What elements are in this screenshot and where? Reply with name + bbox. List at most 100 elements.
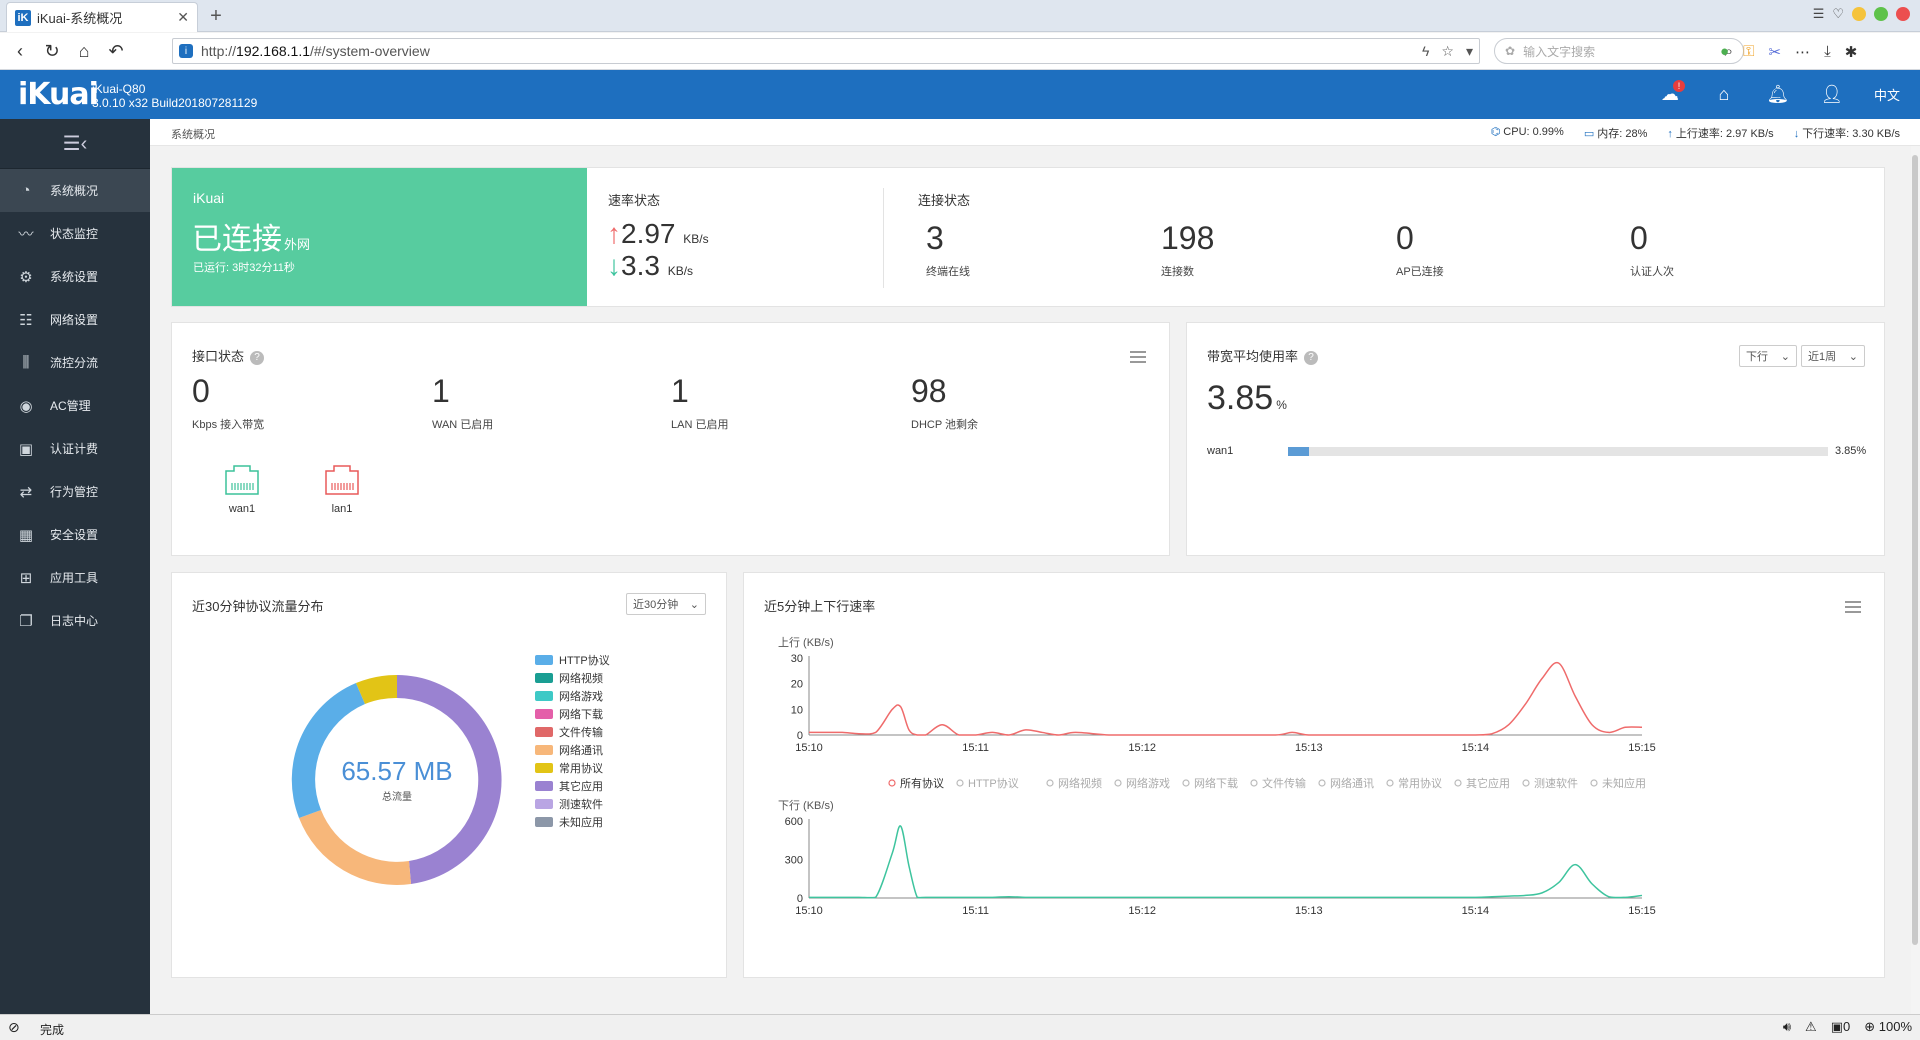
- search-box[interactable]: ✿ 输入文字搜索 ⌕: [1494, 38, 1744, 64]
- sidebar-item-tools[interactable]: ⊞ 应用工具: [0, 556, 150, 599]
- arrow-down-icon: ↓: [607, 250, 621, 281]
- scissors-icon[interactable]: ✂: [1768, 43, 1782, 61]
- total-traffic-label: 总流量: [382, 790, 412, 803]
- legend-swatch: [535, 763, 553, 773]
- download-axis-label: 下行 (KB/s): [778, 799, 834, 812]
- status-overview-card: iKuai 已连接 外网 已运行: 3时32分11秒 速率状态 ↑2.97 KB/…: [171, 167, 1885, 307]
- close-window-button[interactable]: [1896, 7, 1910, 21]
- user-icon[interactable]: 👤︎: [1820, 84, 1844, 104]
- lan-value: 1: [671, 373, 689, 409]
- range-value: 近1周: [1808, 351, 1837, 363]
- window-controls: ☰ ♡: [1813, 6, 1910, 22]
- legend-item[interactable]: 网络通讯: [535, 739, 603, 761]
- key-icon[interactable]: ⚿: [1743, 43, 1755, 60]
- search-icon[interactable]: ⌕: [1724, 42, 1733, 60]
- language-switch[interactable]: 中文: [1873, 88, 1900, 103]
- iface-title-text: 接口状态: [192, 349, 245, 364]
- sidebar-item-monitor[interactable]: 〰 状态监控: [0, 212, 150, 255]
- chevron-down-icon: ⌄: [1848, 350, 1858, 363]
- menu-icon[interactable]: [1130, 351, 1146, 363]
- home-icon[interactable]: ⌂: [78, 40, 90, 61]
- range-select[interactable]: 近1周 ⌄: [1801, 345, 1865, 367]
- star-icon[interactable]: ☆: [1441, 42, 1454, 59]
- close-tab-icon[interactable]: ✕: [177, 9, 189, 25]
- menu-icon[interactable]: [1845, 601, 1861, 613]
- legend-item[interactable]: 网络下载: [535, 703, 603, 725]
- port-name: wan1: [228, 503, 256, 515]
- series-legend-marker: [1250, 779, 1258, 787]
- counter[interactable]: ▣0: [1830, 1019, 1851, 1034]
- address-bar[interactable]: i http://192.168.1.1/#/system-overview ϟ…: [172, 38, 1480, 64]
- cloud-icon[interactable]: ☁!: [1658, 79, 1685, 107]
- network-icon: ☷: [19, 311, 33, 329]
- port-lan1[interactable]: lan1: [322, 463, 362, 515]
- download-x-tick: 15:15: [1628, 905, 1656, 917]
- slice-other-apps[interactable]: [397, 675, 502, 884]
- cpu-icon: ⌬: [1490, 126, 1501, 138]
- legend-label: 未知应用: [559, 817, 603, 829]
- scrollbar-thumb[interactable]: [1912, 155, 1918, 945]
- port-wan1[interactable]: wan1: [222, 463, 262, 515]
- upload-y-tick: 30: [791, 653, 803, 665]
- device-build: 3.0.10 x32 Build201807281129: [92, 96, 258, 110]
- shield-icon[interactable]: ⚠: [1805, 1019, 1817, 1034]
- sidebar-item-behavior[interactable]: ⇄ 行为管控: [0, 470, 150, 513]
- proto-range-select[interactable]: 近30分钟 ⌄: [626, 593, 706, 615]
- slice-common-protocols[interactable]: [356, 674, 397, 704]
- sidebar-item-system-settings[interactable]: ⚙ 系统设置: [0, 255, 150, 298]
- series-legend-label: 其它应用: [1466, 776, 1510, 790]
- undo-icon[interactable]: ↶: [108, 40, 124, 61]
- skin-icon[interactable]: ♡: [1832, 6, 1844, 21]
- arrow-down-icon: ↓: [1793, 128, 1800, 140]
- dropdown-icon[interactable]: ▾: [1465, 42, 1473, 59]
- speaker-icon[interactable]: 🔊︎: [1782, 1019, 1792, 1034]
- browser-tab[interactable]: iK iKuai-系统概况 ✕: [6, 2, 198, 32]
- sidebar-item-security[interactable]: ▦ 安全设置: [0, 513, 150, 556]
- legend-item[interactable]: HTTP协议: [535, 649, 610, 671]
- sidebar-item-label: AC管理: [50, 399, 91, 413]
- new-tab-button[interactable]: +: [210, 4, 222, 27]
- sidebar-item-logs[interactable]: ❐ 日志中心: [0, 599, 150, 642]
- maximize-button[interactable]: [1874, 7, 1888, 21]
- legend-swatch: [535, 727, 553, 737]
- site-info-icon[interactable]: i: [179, 44, 193, 58]
- sidebar-item-ac[interactable]: ◉ AC管理: [0, 384, 150, 427]
- help-icon[interactable]: ?: [1304, 350, 1319, 365]
- legend-item[interactable]: 其它应用: [535, 775, 603, 797]
- legend-label: 文件传输: [559, 727, 603, 739]
- legend-item[interactable]: 网络游戏: [535, 685, 603, 707]
- direction-select[interactable]: 下行 ⌄: [1739, 345, 1797, 367]
- series-legend-label: 网络下载: [1194, 776, 1238, 790]
- bandwidth-usage-card: 带宽平均使用率? 下行 ⌄ 近1周 ⌄ 3.85% wan1 3.85%: [1186, 322, 1885, 556]
- legend-item[interactable]: 测速软件: [535, 793, 603, 815]
- sidebar-item-network-settings[interactable]: ☷ 网络设置: [0, 298, 150, 341]
- download-icon[interactable]: ⤓: [1824, 43, 1831, 60]
- bell-icon[interactable]: 🔔︎: [1766, 84, 1790, 104]
- sidebar-item-flow-control[interactable]: ⫼ 流控分流: [0, 341, 150, 384]
- legend-item[interactable]: 常用协议: [535, 757, 603, 779]
- extension-leaf-icon[interactable]: ●: [1720, 43, 1730, 60]
- sidebar-item-overview[interactable]: ◔ 系统概况: [0, 169, 150, 212]
- legend-item[interactable]: 文件传输: [535, 721, 603, 743]
- back-icon[interactable]: ‹: [17, 40, 23, 61]
- reload-icon[interactable]: ↻: [44, 40, 60, 61]
- legend-item[interactable]: 未知应用: [535, 811, 603, 833]
- zoom[interactable]: ⊕ 100%: [1864, 1019, 1912, 1034]
- lightning-icon[interactable]: ϟ: [1421, 42, 1430, 59]
- help-icon[interactable]: ?: [250, 350, 265, 365]
- more-icon[interactable]: ⋯: [1795, 43, 1811, 61]
- sidebar-item-auth[interactable]: ▣ 认证计费: [0, 427, 150, 470]
- download-y-tick: 300: [785, 855, 803, 867]
- menu-collapse-icon[interactable]: ☰‹: [0, 119, 150, 169]
- connections-label: 连接数: [1161, 266, 1194, 278]
- home-icon[interactable]: ⌂: [1718, 84, 1730, 104]
- slice-network-comm[interactable]: [299, 810, 411, 885]
- menu-lines-icon[interactable]: ☰: [1812, 6, 1825, 21]
- tools-icon[interactable]: ✱: [1844, 43, 1858, 61]
- legend-item[interactable]: 网络视频: [535, 667, 603, 689]
- connections-value: 198: [1161, 220, 1215, 256]
- slice-http[interactable]: [291, 683, 365, 818]
- minimize-button[interactable]: [1852, 7, 1866, 21]
- counter-value: 0: [1843, 1019, 1851, 1034]
